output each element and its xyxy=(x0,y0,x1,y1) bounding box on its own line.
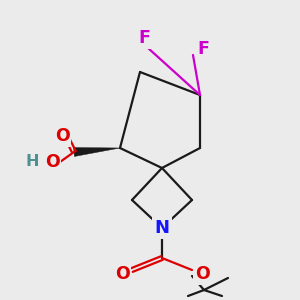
Text: H: H xyxy=(25,154,39,169)
Text: F: F xyxy=(197,40,209,58)
Text: N: N xyxy=(154,219,169,237)
Text: O: O xyxy=(55,127,69,145)
Text: O: O xyxy=(115,265,129,283)
Polygon shape xyxy=(74,148,120,157)
Text: O: O xyxy=(195,265,209,283)
Text: O: O xyxy=(45,153,59,171)
Text: F: F xyxy=(138,29,150,47)
